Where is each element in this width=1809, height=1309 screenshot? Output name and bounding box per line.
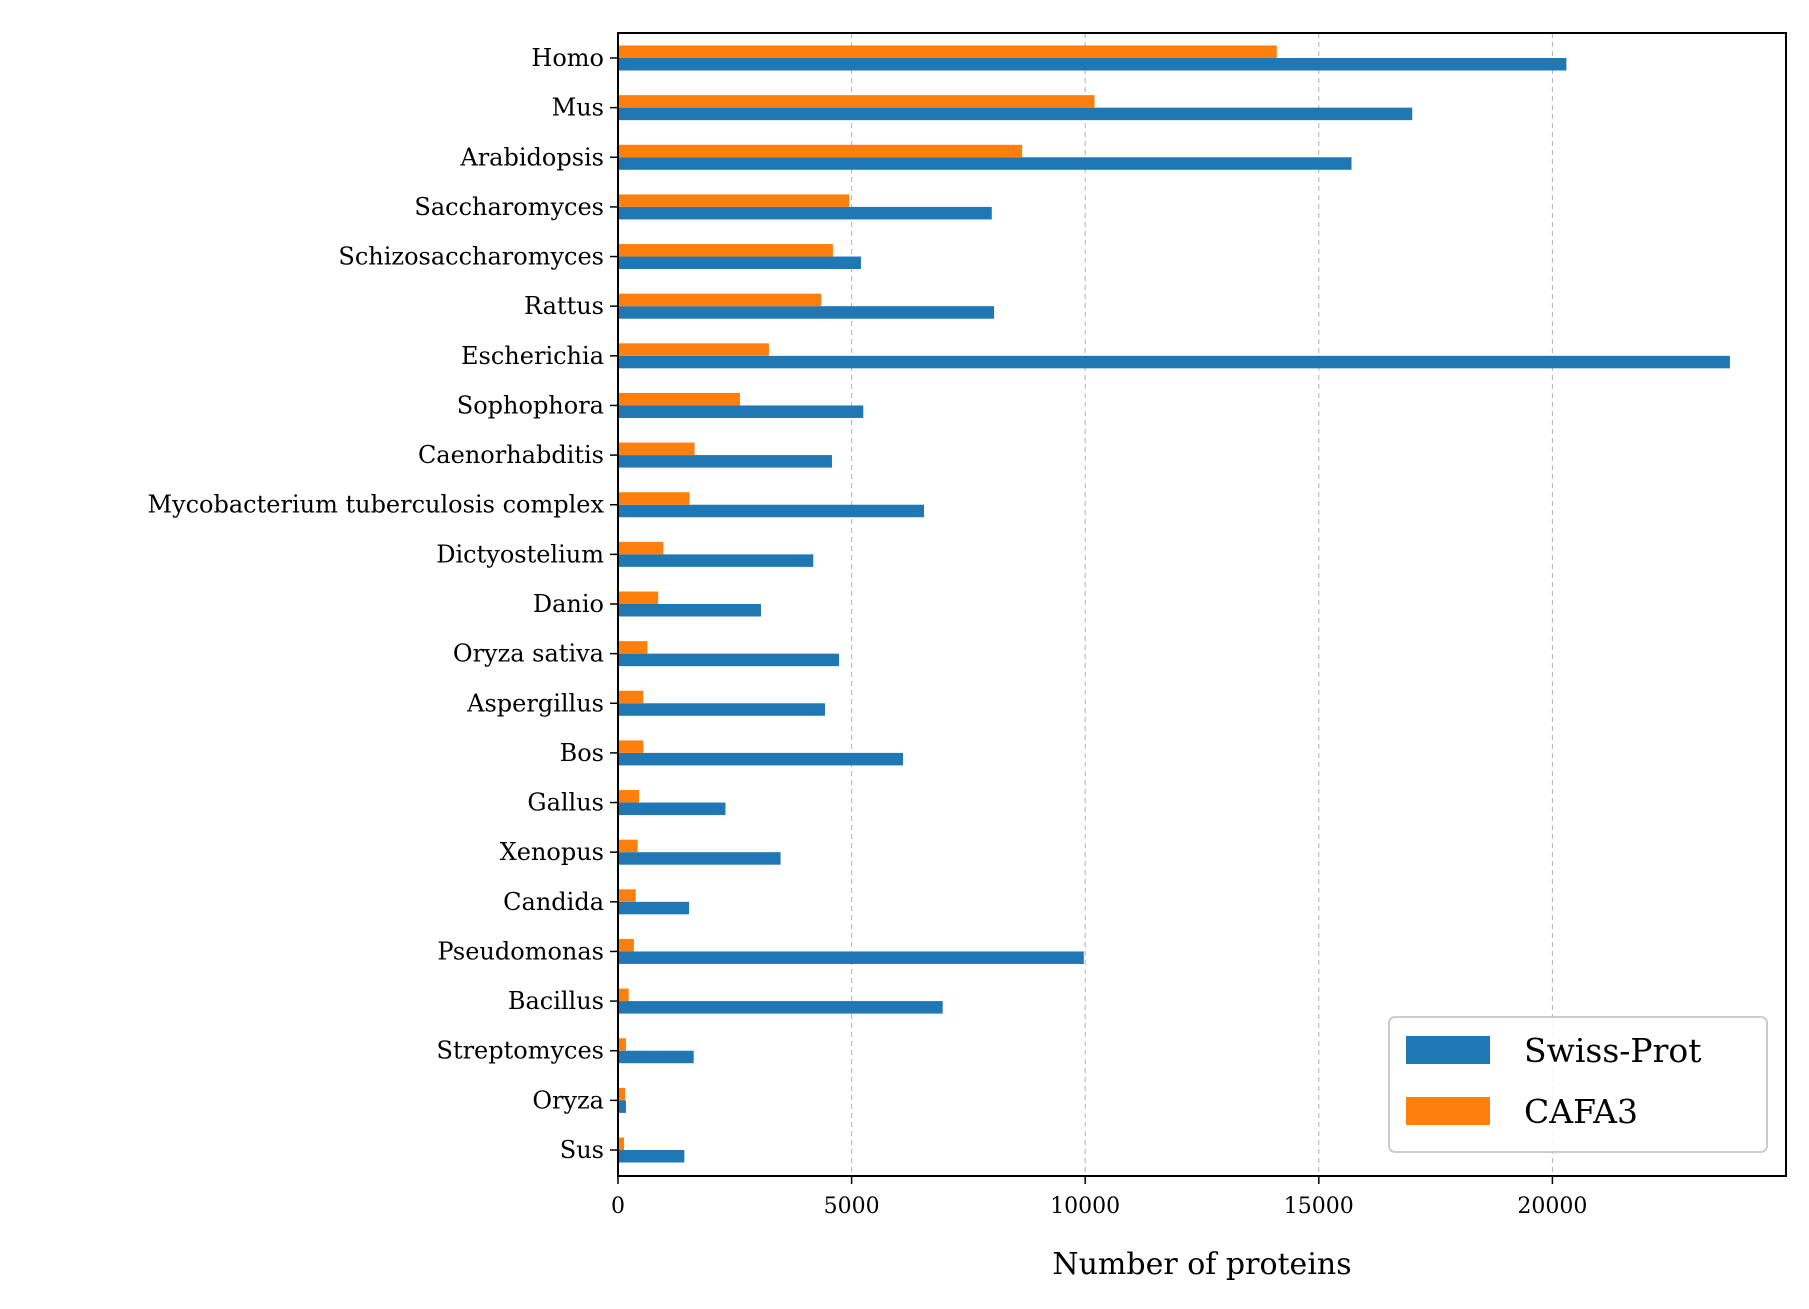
bar-swiss-prot-oryza-sativa [618, 653, 839, 667]
bar-swiss-prot-homo [618, 58, 1567, 71]
bar-swiss-prot-aspergillus [618, 703, 825, 716]
bar-swiss-prot-candida [618, 901, 690, 915]
bar-swiss-prot-arabidopsis [618, 157, 1352, 170]
bar-cafa3-bacillus [618, 988, 629, 1002]
bar-cafa3-pseudomonas [618, 938, 634, 952]
bar-cafa3-sus [618, 1137, 625, 1150]
y-tick-label-bacillus: Bacillus [508, 987, 604, 1015]
bar-cafa3-arabidopsis [618, 144, 1023, 158]
y-tick-label-mus: Mus [552, 94, 604, 122]
y-axis: Homo Mus Arabidopsis Saccharomyces Schizosac… [147, 44, 618, 1164]
legend-swatch-cafa3 [1406, 1097, 1490, 1125]
x-tick-label-10000: 10000 [1050, 1194, 1120, 1219]
bar-swiss-prot-bacillus [618, 1001, 943, 1014]
bar-swiss-prot-gallus [618, 802, 726, 816]
legend: Swiss-Prot CAFA3 [1388, 1016, 1768, 1153]
x-tick-label-5000: 5000 [824, 1194, 880, 1219]
bar-swiss-prot-xenopus [618, 852, 781, 865]
bar-cafa3-bos [618, 740, 644, 753]
bar-cafa3-candida [618, 889, 636, 902]
bar-cafa3-sophophora [618, 392, 740, 406]
y-tick-label-escherichia: Escherichia [461, 342, 604, 370]
bar-cafa3-caenorhabditis [618, 442, 695, 456]
bar-cafa3-oryza [618, 1087, 626, 1101]
y-tick-label-oryza: Oryza [532, 1086, 604, 1114]
y-tick-label-mycobacterium-tuberculosis-complex: Mycobacterium tuberculosis complex [147, 491, 604, 519]
bar-swiss-prot-danio [618, 604, 761, 617]
bar-cafa3-mycobacterium-tuberculosis-complex [618, 492, 690, 505]
bar-cafa3-mus [618, 95, 1095, 108]
y-tick-label-streptomyces: Streptomyces [437, 1037, 605, 1065]
bar-cafa3-danio [618, 591, 659, 604]
y-tick-label-candida: Candida [503, 888, 604, 916]
bar-swiss-prot-oryza [618, 1100, 626, 1113]
grid-lines [851, 33, 1553, 1176]
bar-cafa3-oryza-sativa [618, 641, 648, 654]
bar-swiss-prot-streptomyces [618, 1050, 694, 1064]
bar-swiss-prot-sophophora [618, 405, 864, 418]
y-tick-label-dictyostelium: Dictyostelium [436, 540, 604, 568]
bar-swiss-prot-caenorhabditis [618, 455, 832, 468]
x-axis: 0 5000 10000 15000 20000 [611, 1176, 1587, 1219]
x-tick-label-20000: 20000 [1517, 1194, 1587, 1219]
bar-swiss-prot-bos [618, 752, 903, 766]
bar-cafa3-escherichia [618, 343, 769, 356]
y-tick-label-sus: Sus [560, 1136, 604, 1164]
bar-swiss-prot-mus [618, 107, 1413, 121]
bar-swiss-prot-saccharomyces [618, 206, 992, 220]
y-tick-label-homo: Homo [531, 44, 604, 72]
x-tick-label-15000: 15000 [1284, 1194, 1354, 1219]
bar-cafa3-xenopus [618, 839, 638, 853]
bar-swiss-prot-rattus [618, 306, 995, 319]
bar-swiss-prot-pseudomonas [618, 951, 1084, 964]
bars [618, 45, 1730, 1163]
x-axis-title: Number of proteins [1052, 1247, 1351, 1282]
bar-swiss-prot-escherichia [618, 355, 1730, 369]
legend-swatch-swiss-prot [1406, 1036, 1490, 1064]
y-tick-label-aspergillus: Aspergillus [466, 689, 604, 717]
y-tick-label-saccharomyces: Saccharomyces [414, 193, 604, 221]
legend-label-cafa3: CAFA3 [1524, 1092, 1638, 1131]
legend-label-swiss-prot: Swiss-Prot [1524, 1031, 1702, 1070]
y-tick-label-bos: Bos [560, 739, 604, 767]
bar-cafa3-streptomyces [618, 1038, 626, 1051]
bar-cafa3-saccharomyces [618, 194, 850, 207]
bar-swiss-prot-schizosaccharomyces [618, 256, 861, 270]
y-tick-label-pseudomonas: Pseudomonas [437, 937, 604, 965]
y-tick-label-sophophora: Sophophora [457, 391, 604, 419]
y-tick-label-gallus: Gallus [527, 789, 604, 817]
x-tick-label-0: 0 [611, 1194, 625, 1219]
bar-cafa3-gallus [618, 790, 640, 803]
y-tick-label-schizosaccharomyces: Schizosaccharomyces [338, 243, 604, 271]
bar-cafa3-aspergillus [618, 690, 644, 704]
bar-swiss-prot-sus [618, 1150, 685, 1163]
bar-cafa3-dictyostelium [618, 541, 664, 555]
y-tick-label-arabidopsis: Arabidopsis [459, 143, 604, 171]
bar-cafa3-rattus [618, 293, 822, 307]
y-tick-label-rattus: Rattus [524, 292, 604, 320]
y-tick-label-oryza-sativa: Oryza sativa [453, 640, 604, 668]
bar-swiss-prot-dictyostelium [618, 554, 814, 567]
y-tick-label-xenopus: Xenopus [500, 838, 604, 866]
bar-swiss-prot-mycobacterium-tuberculosis-complex [618, 504, 925, 518]
y-tick-label-caenorhabditis: Caenorhabditis [418, 441, 604, 469]
y-tick-label-danio: Danio [533, 590, 604, 618]
bar-cafa3-homo [618, 45, 1277, 58]
bar-cafa3-schizosaccharomyces [618, 244, 833, 257]
